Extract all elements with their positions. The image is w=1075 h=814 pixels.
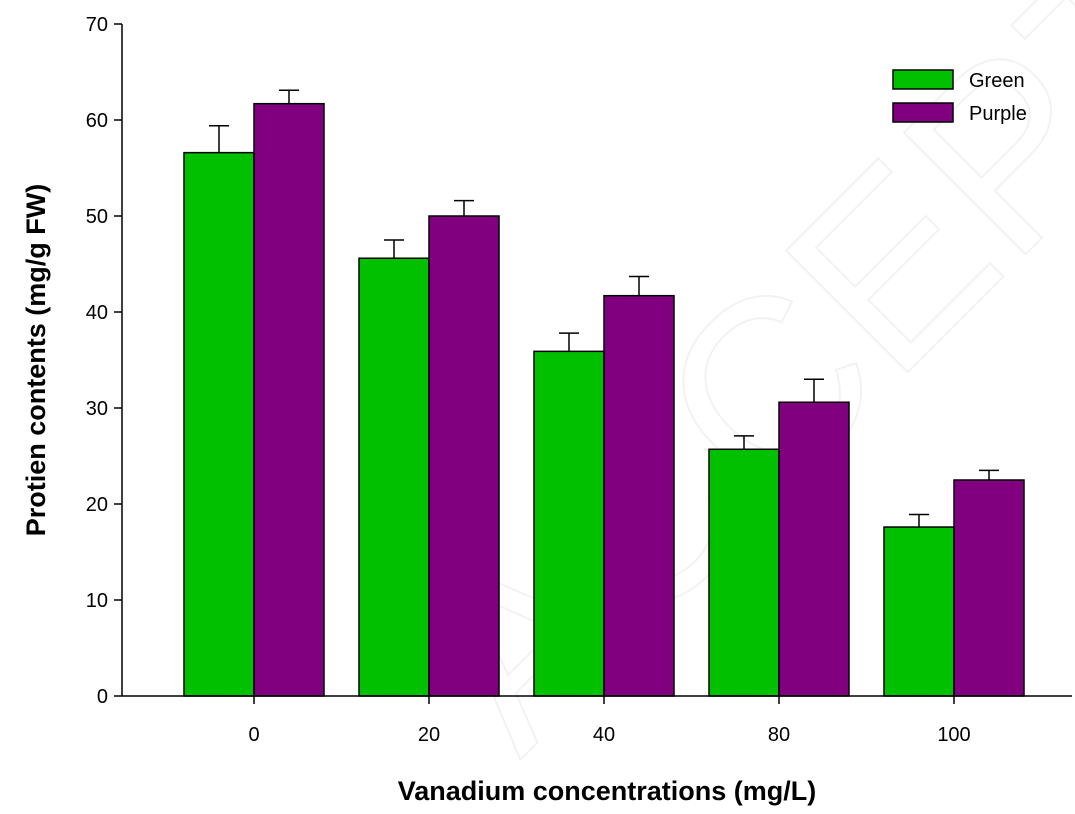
y-axis-title: Protien contents (mg/g FW) [21,184,51,536]
bars [183,102,1025,697]
bar-green-40 [533,350,605,697]
legend-swatch-green [892,69,954,90]
bar-green-100 [883,526,955,697]
y-tick-label-30: 30 [86,398,108,420]
y-tick-label-40: 40 [86,302,108,324]
bar-purple-80 [778,401,850,697]
y-tick-label-10: 10 [86,590,108,612]
bar-purple-0 [253,102,325,697]
bar-green-0 [183,151,255,697]
x-tick-label-80: 80 [768,724,790,746]
bar-green-80 [708,448,780,697]
y-tick-label-70: 70 [86,14,108,36]
y-tick-label-0: 0 [97,686,108,708]
x-tick-label-0: 0 [248,724,259,746]
bar-green-20 [358,257,430,697]
y-tick-label-20: 20 [86,494,108,516]
bar-purple-20 [428,215,500,697]
legend-label-purple: Purple [969,103,1027,125]
y-tick-label-50: 50 [86,206,108,228]
x-tick-label-40: 40 [593,724,615,746]
error-bars [209,89,999,528]
axes: 0 10 20 30 40 50 60 70 0 20 40 80 100 Vanadium concen… [21,14,1072,806]
bar-purple-40 [603,294,675,697]
bar-purple-100 [953,479,1025,697]
x-tick-label-20: 20 [418,724,440,746]
x-tick-label-100: 100 [937,724,970,746]
legend: Green Purple [892,69,1027,125]
x-axis-title: Vanadium concentrations (mg/L) [398,776,817,806]
legend-label-green: Green [969,70,1025,92]
y-tick-label-60: 60 [86,110,108,132]
legend-swatch-purple [892,102,954,123]
